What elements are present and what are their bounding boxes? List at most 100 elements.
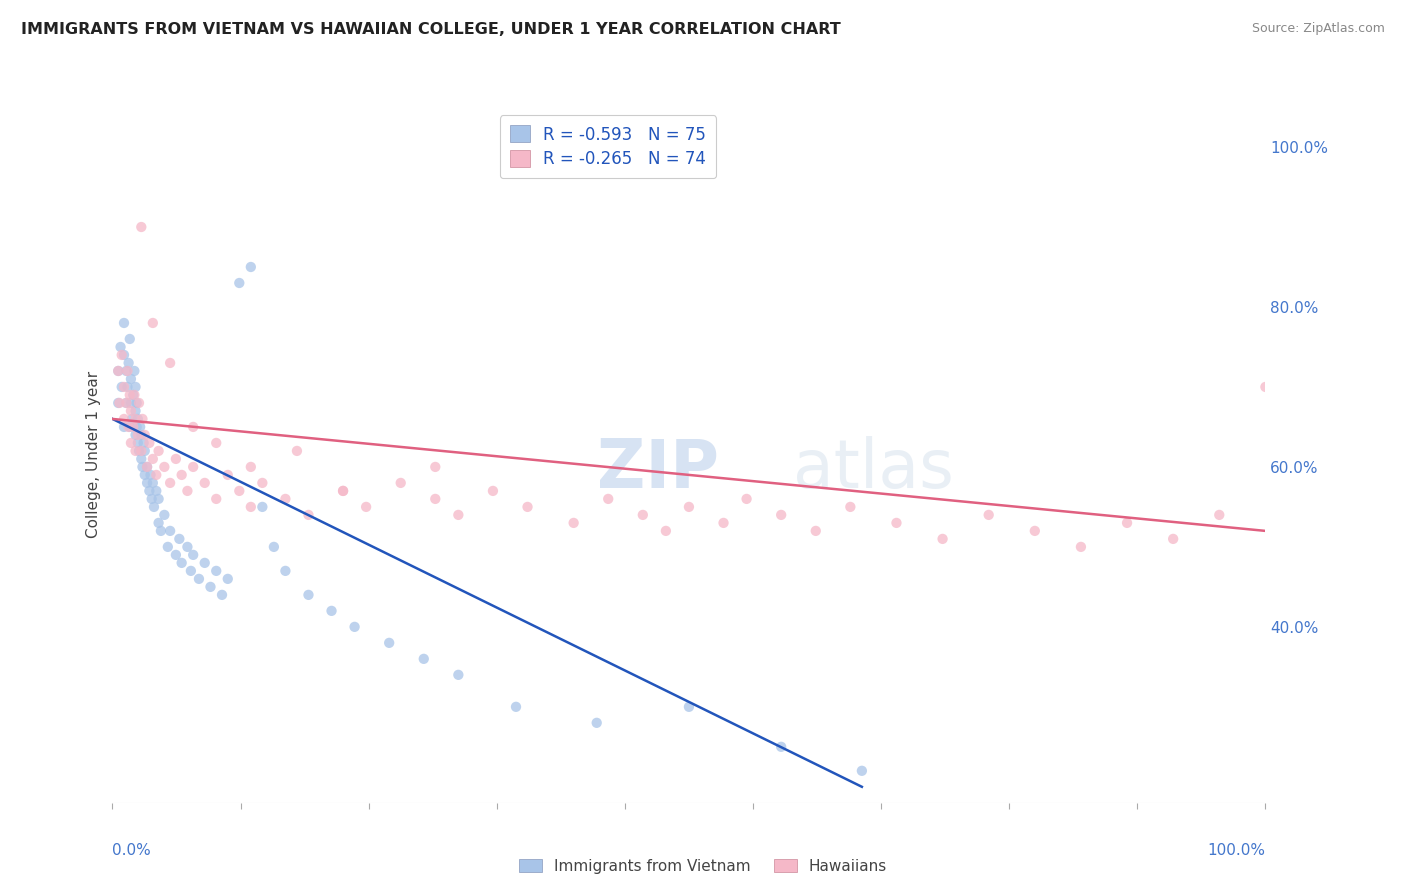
Point xyxy=(482,483,505,498)
Point xyxy=(148,491,170,506)
Point xyxy=(239,459,262,474)
Point xyxy=(297,508,319,522)
Point xyxy=(131,459,153,474)
Point xyxy=(145,467,167,482)
Point xyxy=(804,524,827,538)
Point xyxy=(274,564,297,578)
Point xyxy=(117,420,139,434)
Point xyxy=(181,548,204,562)
Point xyxy=(110,340,132,354)
Point xyxy=(181,459,204,474)
Point xyxy=(149,524,172,538)
Point xyxy=(112,412,135,426)
Point xyxy=(562,516,585,530)
Point xyxy=(1161,532,1184,546)
Point xyxy=(125,396,148,410)
Point xyxy=(111,348,134,362)
Point xyxy=(239,500,262,514)
Point xyxy=(181,420,204,434)
Point xyxy=(124,388,146,402)
Point xyxy=(120,436,142,450)
Point xyxy=(321,604,343,618)
Point xyxy=(128,444,150,458)
Point xyxy=(1116,516,1139,530)
Point xyxy=(117,380,139,394)
Point xyxy=(412,652,434,666)
Legend: Immigrants from Vietnam, Hawaiians: Immigrants from Vietnam, Hawaiians xyxy=(513,853,893,880)
Point xyxy=(176,483,198,498)
Point xyxy=(153,508,176,522)
Point xyxy=(165,451,187,466)
Point xyxy=(127,428,149,442)
Point xyxy=(447,508,470,522)
Point xyxy=(134,428,156,442)
Point xyxy=(931,532,953,546)
Point xyxy=(263,540,285,554)
Point xyxy=(389,475,412,490)
Point xyxy=(217,572,239,586)
Point xyxy=(112,380,135,394)
Point xyxy=(148,444,170,458)
Point xyxy=(187,572,211,586)
Point xyxy=(136,459,159,474)
Point xyxy=(285,444,308,458)
Point xyxy=(217,467,239,482)
Point xyxy=(134,467,156,482)
Point xyxy=(127,436,149,450)
Point xyxy=(343,620,366,634)
Point xyxy=(107,364,129,378)
Point xyxy=(131,412,153,426)
Point xyxy=(112,348,135,362)
Point xyxy=(425,491,447,506)
Text: ZIP: ZIP xyxy=(596,436,718,502)
Point xyxy=(138,436,160,450)
Point xyxy=(142,316,165,330)
Point xyxy=(115,396,138,410)
Point xyxy=(129,428,153,442)
Point xyxy=(1070,540,1092,554)
Point xyxy=(118,420,141,434)
Point xyxy=(447,668,470,682)
Point xyxy=(129,219,153,234)
Point xyxy=(159,356,181,370)
Point xyxy=(165,548,187,562)
Point xyxy=(107,396,129,410)
Point xyxy=(107,364,129,378)
Point xyxy=(332,483,354,498)
Point xyxy=(170,467,193,482)
Point xyxy=(851,764,873,778)
Point xyxy=(112,316,135,330)
Point xyxy=(118,332,141,346)
Point xyxy=(124,444,146,458)
Point xyxy=(120,396,142,410)
Point xyxy=(122,388,145,402)
Point xyxy=(153,459,176,474)
Point xyxy=(205,436,228,450)
Point xyxy=(128,396,150,410)
Point xyxy=(1024,524,1046,538)
Point xyxy=(122,420,145,434)
Point xyxy=(139,467,162,482)
Point xyxy=(108,396,131,410)
Text: 100.0%: 100.0% xyxy=(1208,843,1265,858)
Point xyxy=(631,508,654,522)
Point xyxy=(770,739,793,754)
Legend: R = -0.593   N = 75, R = -0.265   N = 74: R = -0.593 N = 75, R = -0.265 N = 74 xyxy=(501,115,716,178)
Point xyxy=(121,412,143,426)
Point xyxy=(228,483,250,498)
Point xyxy=(977,508,1000,522)
Point xyxy=(117,356,139,370)
Point xyxy=(228,276,250,290)
Point xyxy=(598,491,620,506)
Point xyxy=(170,556,193,570)
Point xyxy=(378,636,401,650)
Point xyxy=(124,428,146,442)
Point xyxy=(205,564,228,578)
Point xyxy=(159,524,181,538)
Point xyxy=(115,396,138,410)
Point xyxy=(129,420,152,434)
Point xyxy=(354,500,377,514)
Point xyxy=(115,364,138,378)
Text: 0.0%: 0.0% xyxy=(112,843,152,858)
Point xyxy=(713,516,735,530)
